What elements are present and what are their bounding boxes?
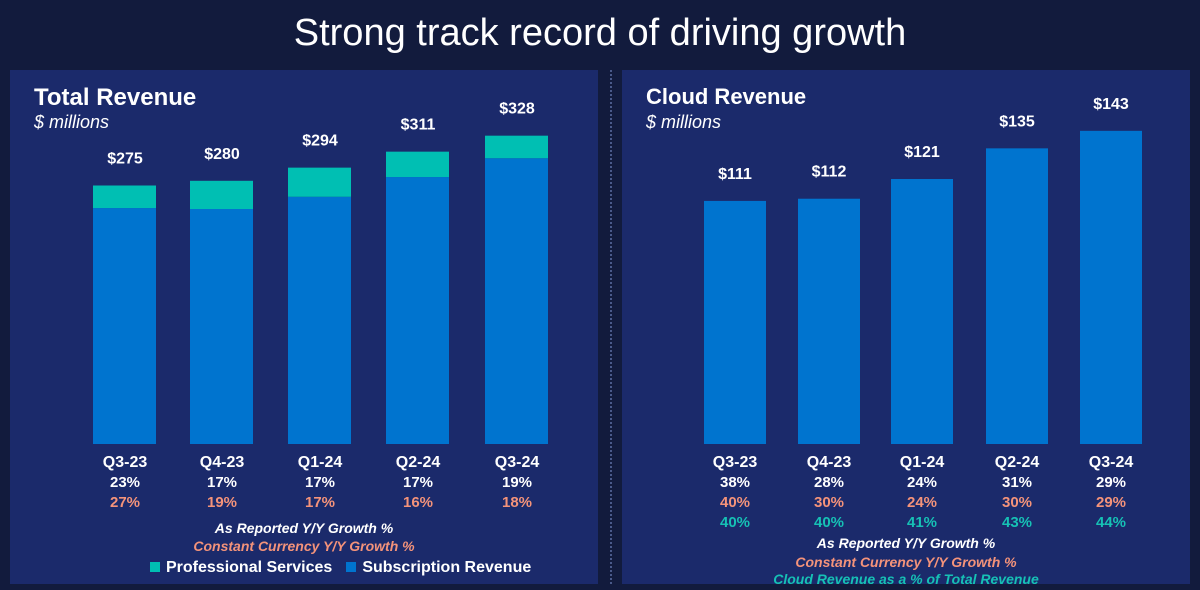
growth-value: 41% [907,514,937,531]
bar-cloud-revenue [986,148,1048,444]
growth-value: 30% [1002,494,1032,511]
total-label: $311 [401,117,436,134]
cloud-revenue-title: Cloud Revenue [646,84,807,109]
value-label: $135 [999,113,1035,130]
bar-subscription [386,177,449,445]
growth-value: 17% [305,494,335,511]
growth-value: 19% [502,474,532,491]
growth-value: 19% [207,494,237,511]
bar-subscription [485,158,548,445]
growth-value: 28% [814,474,844,491]
growth-value: 24% [907,494,937,511]
divider [610,70,612,584]
bar-cloud-revenue [891,179,953,444]
bar-professional [93,185,156,209]
growth-value: 27% [110,494,140,511]
growth-value: 17% [305,474,335,491]
cloud-revenue-subtitle: $ millions [646,112,722,132]
bar-cloud-revenue [798,198,860,444]
bar-professional [190,180,253,209]
growth-value: 17% [403,474,433,491]
growth-value: 30% [814,494,844,511]
bar-subscription [190,209,253,444]
slide-title: Strong track record of driving growth [293,12,907,54]
note-cloud-share: Cloud Revenue as a % of Total Revenue [773,571,1039,587]
category-label: Q1-24 [900,454,945,471]
note-reported: As Reported Y/Y Growth % [214,520,394,536]
bar-subscription [288,196,351,444]
note-reported: As Reported Y/Y Growth % [816,535,996,551]
category-label: Q3-24 [1089,454,1134,471]
note-constant: Constant Currency Y/Y Growth % [193,538,415,554]
growth-value: 38% [720,474,750,491]
legend-label: Professional Services [166,559,333,576]
bar-professional [288,167,351,197]
total-revenue-title: Total Revenue [34,84,197,111]
legend-subscription: Subscription Revenue [346,559,531,577]
growth-value: 44% [1096,514,1126,531]
growth-value: 31% [1002,474,1032,491]
value-label: $111 [718,166,752,183]
category-label: Q3-23 [713,454,758,471]
category-label: Q4-23 [807,454,852,471]
category-label: Q3-24 [495,454,540,471]
growth-value: 16% [403,494,433,511]
legend-professional: Professional Services [150,559,332,577]
bar-cloud-revenue [704,200,766,444]
total-label: $328 [499,101,535,118]
bar-subscription [93,208,156,444]
total-label: $275 [107,151,143,168]
bar-professional [485,135,548,159]
value-label: $121 [904,144,940,161]
category-label: Q3-23 [103,454,148,471]
value-label: $112 [812,164,847,181]
growth-value: 43% [1002,514,1032,531]
category-label: Q4-23 [200,454,245,471]
growth-value: 29% [1096,494,1126,511]
legend-swatch-subscription [346,562,357,572]
growth-value: 29% [1096,474,1126,491]
value-label: $143 [1093,96,1129,113]
bar-professional [386,151,449,178]
category-label: Q1-24 [298,454,343,471]
category-label: Q2-24 [995,454,1040,471]
bar-cloud-revenue [1080,130,1142,444]
growth-value: 40% [720,494,750,511]
total-revenue-subtitle: $ millions [34,112,110,132]
growth-value: 40% [814,514,844,531]
total-label: $280 [204,146,240,163]
category-label: Q2-24 [396,454,441,471]
growth-value: 17% [207,474,237,491]
growth-value: 40% [720,514,750,531]
growth-value: 23% [110,474,140,491]
growth-value: 24% [907,474,937,491]
note-constant: Constant Currency Y/Y Growth % [795,554,1017,570]
total-label: $294 [302,133,338,150]
legend-label: Subscription Revenue [362,559,532,576]
legend-swatch-professional [150,562,160,572]
legend: Professional Services Subscription Reven… [150,559,531,577]
growth-value: 18% [502,494,532,511]
